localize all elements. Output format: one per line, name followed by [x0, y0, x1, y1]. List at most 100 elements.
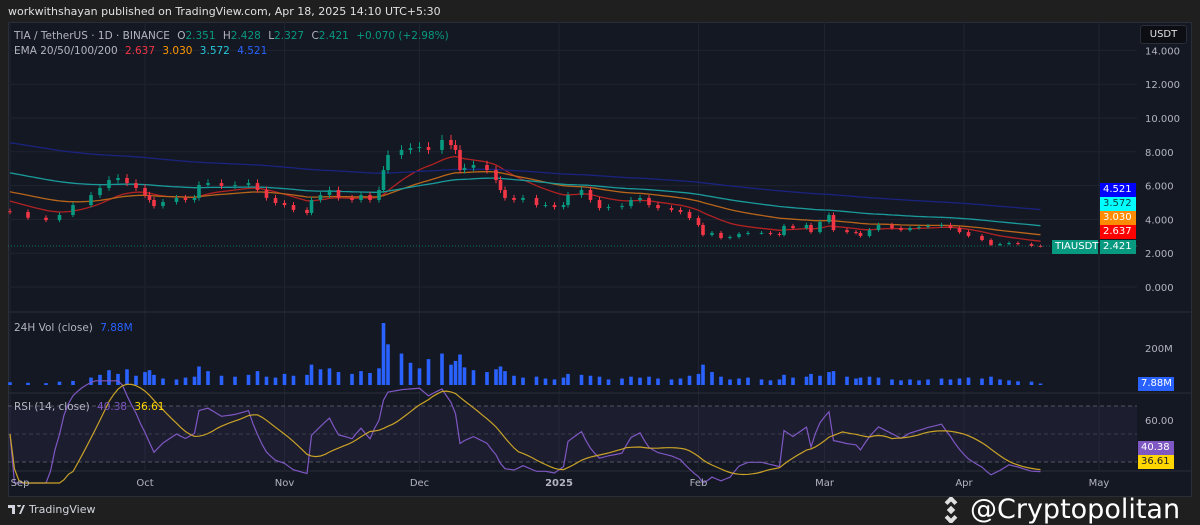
volume-bar	[377, 368, 381, 385]
candle	[804, 224, 809, 229]
volume-bar	[408, 362, 413, 385]
volume-bar	[867, 376, 872, 385]
volume-bar	[588, 375, 593, 385]
volume-bar	[246, 374, 251, 385]
candle	[197, 184, 201, 198]
last-price-symbol-tag: TIAUSDT	[1052, 240, 1098, 254]
candle	[152, 199, 156, 207]
volume-bars	[8, 323, 1043, 385]
volume-bar	[462, 367, 467, 385]
candle	[305, 209, 309, 213]
candle	[174, 197, 179, 202]
volume-bar	[710, 372, 714, 385]
rsi-label: RSI (14, close)	[14, 401, 90, 413]
candle	[255, 183, 260, 190]
change-value: +0.070 (+2.98%)	[356, 30, 449, 42]
volume-bar	[1038, 383, 1043, 385]
time-axis-label: Feb	[690, 478, 708, 489]
candle	[809, 224, 813, 233]
candle	[309, 199, 314, 213]
volume-legend[interactable]: 24H Vol (close) 7.88M	[14, 322, 137, 334]
candle	[566, 195, 570, 206]
open-label: O	[177, 30, 186, 42]
rsi-line	[9, 380, 1041, 484]
volume-bar	[143, 372, 147, 385]
candle	[386, 155, 390, 171]
candle	[552, 205, 557, 208]
low-label: L	[268, 30, 275, 42]
volume-bar	[512, 375, 516, 385]
volume-bar	[71, 380, 75, 385]
volume-bar	[152, 374, 156, 385]
candle	[867, 230, 872, 236]
volume-bar	[998, 379, 1002, 385]
candle	[728, 236, 732, 238]
close-value: 2.421	[318, 30, 349, 42]
candle	[629, 199, 633, 207]
volume-bar	[804, 376, 809, 385]
rsi-legend[interactable]: RSI (14, close) 40.38 36.61	[14, 401, 168, 413]
ema200-line	[9, 142, 1041, 211]
ema-legend[interactable]: EMA 20/50/100/200 2.637 3.030 3.572 4.52…	[14, 45, 271, 57]
candle	[399, 149, 404, 156]
time-axis-label: Oct	[136, 478, 153, 489]
candle	[143, 187, 147, 196]
high-value: 2.428	[230, 30, 261, 42]
tradingview-icon	[8, 505, 25, 514]
tradingview-brand: TradingView	[29, 503, 96, 516]
volume-bar	[939, 378, 944, 385]
volume-bar	[818, 375, 822, 385]
volume-bar	[381, 323, 386, 385]
candle	[939, 224, 944, 226]
price-axis-label: 8.000	[1145, 148, 1174, 159]
symbol-legend[interactable]: TIA / TetherUS · 1D · BINANCE O2.351 H2.…	[14, 30, 453, 42]
symbol-name: TIA / TetherUS · 1D · BINANCE	[14, 30, 170, 42]
volume-bar	[206, 371, 210, 385]
candle	[291, 205, 296, 210]
ema50-value: 3.030	[162, 45, 193, 57]
candle	[998, 244, 1002, 246]
candle	[336, 189, 341, 198]
chart-panel[interactable]	[8, 22, 1192, 497]
volume-bar	[107, 370, 111, 385]
volume-bar	[687, 375, 692, 385]
currency-button[interactable]: USDT	[1140, 25, 1187, 44]
last-price-tag: 2.421	[1100, 240, 1136, 254]
candle	[696, 218, 701, 225]
rsi-ma-value: 36.61	[134, 401, 165, 413]
time-axis-label: Mar	[815, 478, 835, 489]
volume-bar	[989, 376, 993, 385]
rsi-value: 40.38	[97, 401, 128, 413]
volume-bar	[291, 375, 296, 385]
volume-bar	[701, 364, 705, 385]
cryptopolitan-watermark: @Cryptopolitan	[938, 496, 1180, 523]
candle	[494, 170, 498, 181]
volume-bar	[908, 379, 912, 385]
volume-bar	[498, 366, 503, 385]
candle	[206, 183, 210, 185]
ema100-line	[9, 172, 1041, 227]
price-axis-label: 14.000	[1145, 46, 1180, 57]
candle	[606, 207, 611, 209]
candle	[107, 180, 111, 188]
candle	[737, 233, 741, 237]
candle	[854, 232, 858, 234]
volume-bar	[174, 379, 179, 385]
candle	[845, 230, 849, 233]
candle	[687, 211, 692, 219]
volume-bar	[57, 381, 62, 385]
candle	[381, 170, 386, 190]
volume-bar	[917, 380, 921, 385]
candle	[71, 205, 75, 216]
candle	[768, 232, 773, 234]
tradingview-logo[interactable]: TradingView	[8, 503, 95, 516]
volume-bar	[453, 360, 458, 385]
candle	[521, 197, 525, 200]
candle	[777, 233, 782, 235]
volume-bar	[845, 376, 849, 385]
volume-bar	[566, 373, 570, 385]
volume-bar	[399, 353, 404, 385]
candle	[1007, 243, 1011, 245]
rsi-ma-value-tag: 36.61	[1138, 455, 1174, 469]
